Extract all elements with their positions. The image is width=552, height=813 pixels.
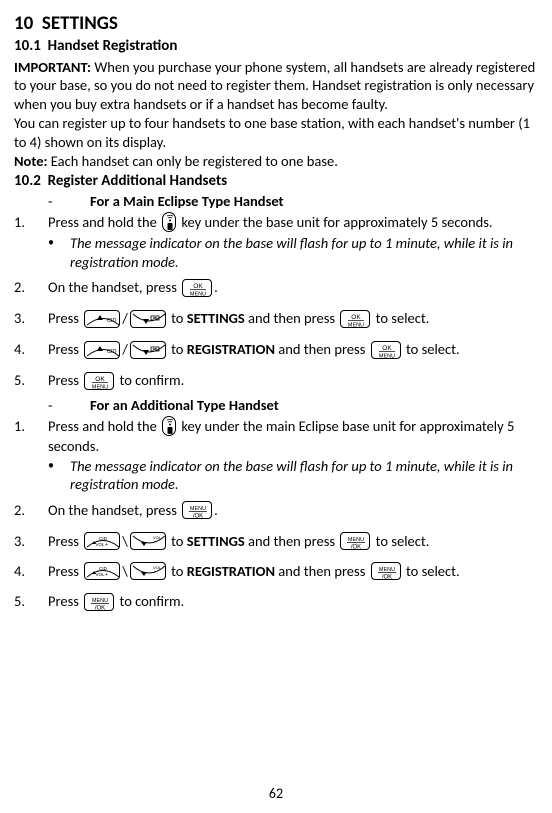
vol-down-key-icon [130, 562, 166, 580]
sub-b-heading: - For an Additional Type Handset [14, 396, 538, 415]
ok-menu-key-icon [84, 372, 114, 390]
step-a1-note: • The message indicator on the base will… [14, 234, 538, 271]
step-b1: 1. Press and hold the key under the main… [14, 417, 538, 456]
step-b3: 3. Press \ to SETTINGS and then press to… [14, 527, 538, 556]
step-b4: 4. Press \ to REGISTRATION and then pres… [14, 558, 538, 586]
heading-title: SETTINGS [42, 12, 118, 35]
heading-num: 10 [14, 12, 33, 35]
subsection-10-2: 10.2 Register Additional Handsets [14, 172, 538, 191]
step-a3: 3. Press / to SETTINGS and then press to… [14, 304, 538, 333]
ok-menu-key-icon [371, 341, 401, 359]
sub-a-heading: - For a Main Eclipse Type Handset [14, 192, 538, 211]
up-cid-key-icon [84, 341, 120, 359]
down-redial-key-icon [130, 310, 166, 328]
vol-up-key-icon [84, 562, 120, 580]
para-register-up-to-four: You can register up to four handsets to … [14, 114, 538, 151]
subsection-10-1: 10.1 Handset Registration [14, 37, 538, 56]
ok-menu-key-icon [340, 310, 370, 328]
important-paragraph: IMPORTANT: When you purchase your phone … [14, 58, 538, 114]
find-handset-key-icon [162, 416, 176, 436]
step-b2: 2. On the handset, press . [14, 496, 538, 525]
vol-down-key-icon [130, 532, 166, 550]
step-a1: 1. Press and hold the key under the base… [14, 213, 538, 234]
up-cid-key-icon [84, 310, 120, 328]
down-redial-key-icon [130, 341, 166, 359]
note-paragraph: Note: Each handset can only be registere… [14, 152, 538, 171]
menu-ok-key-icon [84, 593, 114, 611]
ok-menu-key-icon [182, 279, 212, 297]
section-heading: 10 SETTINGS [14, 12, 538, 36]
page-number: 62 [0, 785, 552, 803]
menu-ok-key-icon [182, 501, 212, 519]
menu-ok-key-icon [371, 562, 401, 580]
step-b1-note: • The message indicator on the base will… [14, 457, 538, 494]
step-b5: 5. Press to confirm. [14, 587, 538, 616]
step-a5: 5. Press to confirm. [14, 366, 538, 395]
find-handset-key-icon [162, 212, 176, 232]
vol-up-key-icon [84, 532, 120, 550]
menu-ok-key-icon [340, 532, 370, 550]
step-a4: 4. Press / to REGISTRATION and then pres… [14, 335, 538, 364]
step-a2: 2. On the handset, press . [14, 273, 538, 302]
